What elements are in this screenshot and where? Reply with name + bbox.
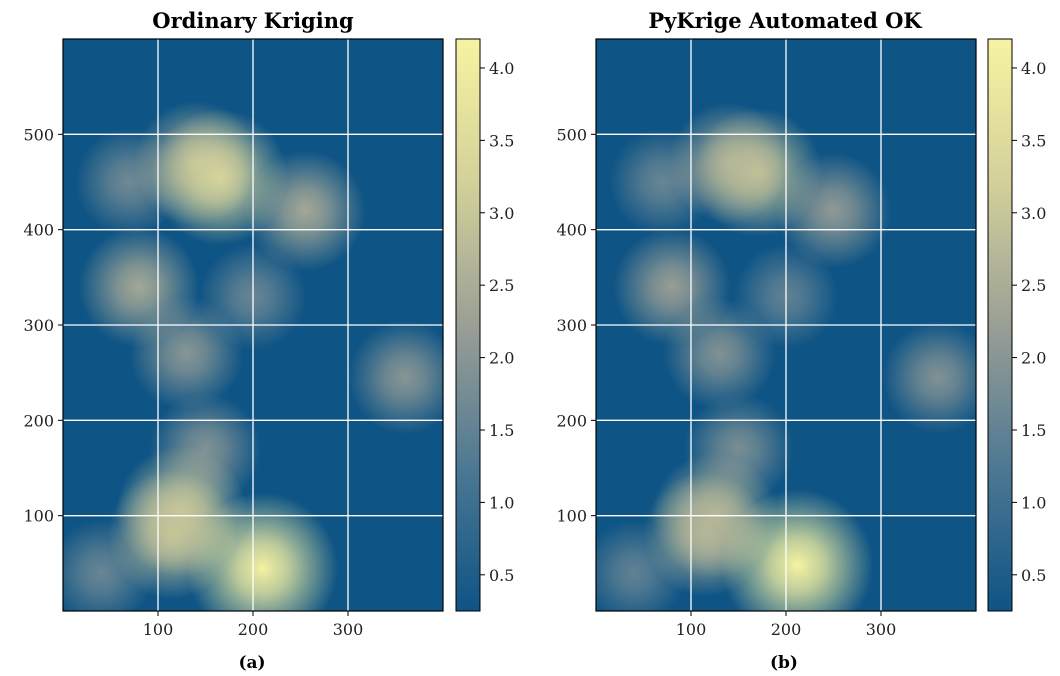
heatmap-hotspot	[186, 492, 339, 611]
colorbar-tick-label: 0.5	[1021, 566, 1046, 585]
heatmap-hotspot	[881, 321, 976, 434]
colorbar-tick-label: 4.0	[1021, 59, 1046, 78]
x-tick-label: 300	[866, 620, 897, 639]
y-tick-label: 400	[556, 221, 587, 240]
y-tick-label: 300	[23, 316, 54, 335]
colorbar-tick-label: 3.0	[489, 204, 514, 223]
colorbar-tick-label: 1.0	[1021, 493, 1046, 512]
heatmap-hotspot	[348, 320, 443, 435]
heatmap-hotspot	[692, 107, 823, 238]
colorbar-tick-label: 2.0	[489, 349, 514, 368]
y-tick-label: 300	[556, 316, 587, 335]
grid	[596, 39, 976, 611]
y-axis: 100 200 300 400 500	[23, 125, 63, 526]
y-axis: 100 200 300 400 500	[556, 125, 596, 526]
chart-title: PyKrige Automated OK	[648, 8, 922, 33]
plot-area	[595, 38, 977, 612]
colorbar-tick-label: 3.5	[1021, 131, 1046, 150]
x-axis-label: (b)	[770, 653, 798, 673]
y-tick-label: 500	[556, 125, 587, 144]
heatmap-hotspot	[721, 489, 874, 611]
x-tick-label: 100	[143, 620, 174, 639]
colorbar-tick-label: 3.5	[489, 131, 514, 150]
colorbar-tick-label: 3.0	[1021, 204, 1046, 223]
y-tick-label: 100	[556, 507, 587, 526]
colorbar-tick-label: 2.0	[1021, 349, 1046, 368]
x-axis: 100 200 300	[676, 611, 897, 639]
colorbar-gradient	[987, 38, 1013, 612]
panel-a: Ordinary Kriging 100 200 300 100 200 300 400 5…	[23, 8, 514, 673]
colorbar-tick-label: 2.5	[489, 276, 514, 295]
chart-title: Ordinary Kriging	[152, 8, 354, 33]
y-tick-label: 500	[23, 125, 54, 144]
colorbar-tick-label: 0.5	[489, 566, 514, 585]
colorbar-tick-label: 4.0	[489, 59, 514, 78]
y-tick-label: 100	[23, 507, 54, 526]
colorbar-tick-label: 1.5	[1021, 421, 1046, 440]
x-tick-label: 300	[333, 620, 364, 639]
x-axis-label: (a)	[238, 653, 265, 673]
x-axis: 100 200 300	[143, 611, 364, 639]
x-tick-label: 200	[771, 620, 802, 639]
y-tick-label: 200	[556, 411, 587, 430]
plot-area	[62, 38, 444, 612]
x-tick-label: 100	[676, 620, 707, 639]
heatmap-hotspot	[613, 228, 731, 346]
grid	[63, 39, 443, 611]
heatmap-hotspot	[151, 109, 288, 246]
colorbar-tick-label: 1.5	[489, 421, 514, 440]
x-tick-label: 200	[238, 620, 269, 639]
colorbar: 0.5 1.0 1.5 2.0 2.5 3.0 3.5 4.0	[987, 38, 1046, 612]
colorbar: 0.5 1.0 1.5 2.0 2.5 3.0 3.5 4.0	[455, 38, 514, 612]
y-tick-label: 200	[23, 411, 54, 430]
heatmap-hotspot	[78, 226, 200, 348]
heatmap	[63, 100, 443, 611]
colorbar-ticks: 0.5 1.0 1.5 2.0 2.5 3.0 3.5 4.0	[1012, 59, 1046, 585]
colorbar-gradient	[455, 38, 481, 612]
y-tick-label: 400	[23, 221, 54, 240]
panel-b: PyKrige Automated OK 100 200 300 100 200 300…	[556, 8, 1046, 673]
colorbar-tick-label: 2.5	[1021, 276, 1046, 295]
colorbar-tick-label: 1.0	[489, 493, 514, 512]
colorbar-ticks: 0.5 1.0 1.5 2.0 2.5 3.0 3.5 4.0	[480, 59, 514, 585]
